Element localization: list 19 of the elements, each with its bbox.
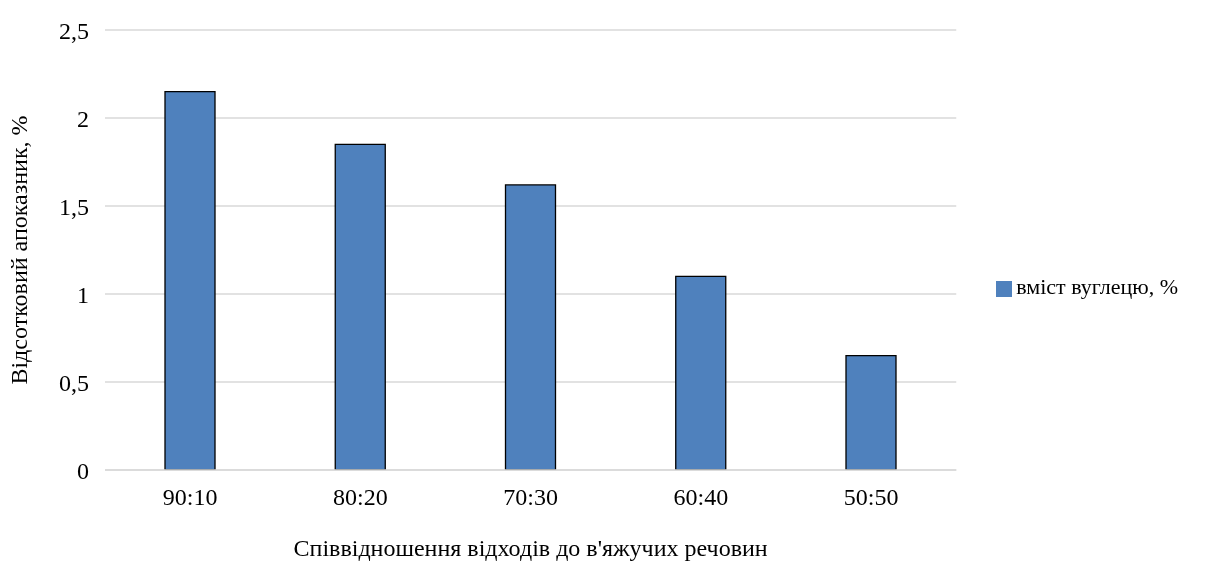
x-tick-label: 80:20 bbox=[333, 484, 388, 511]
bar bbox=[845, 354, 897, 470]
y-tick-label: 2,5 bbox=[59, 17, 89, 44]
y-tick-label: 0,5 bbox=[59, 369, 89, 396]
bar bbox=[164, 90, 216, 470]
legend-label: вміст вуглецю, % bbox=[1016, 274, 1178, 299]
bar bbox=[504, 184, 557, 470]
y-axis-title: Відсотковий апоказник, % bbox=[5, 115, 32, 385]
x-tick-label: 70:30 bbox=[503, 484, 558, 511]
y-tick-label: 0 bbox=[77, 457, 89, 484]
x-axis-title: Співвідношення відходів до в'яжучих речовин bbox=[293, 535, 768, 561]
bar bbox=[334, 143, 386, 470]
y-tick-label: 2 bbox=[77, 105, 89, 132]
x-tick-label: 60:40 bbox=[673, 484, 729, 511]
y-tick-label: 1 bbox=[77, 281, 89, 308]
bar bbox=[675, 275, 727, 470]
x-tick-label: 90:10 bbox=[162, 484, 218, 511]
y-tick-label: 1,5 bbox=[59, 193, 89, 220]
x-tick-label: 50:50 bbox=[843, 484, 899, 511]
